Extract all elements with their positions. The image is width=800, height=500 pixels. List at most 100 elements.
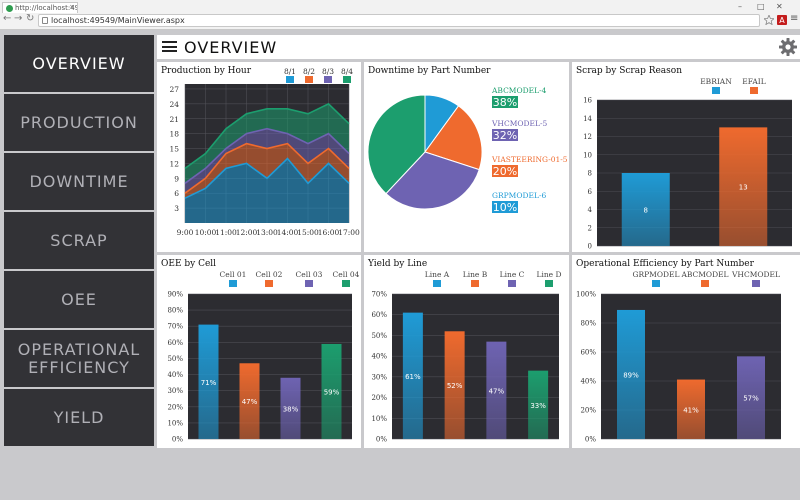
scrap-by-reason-panel: Scrap by Scrap Reason 0 2 4 6 8 10 12 14 16 8 EBRI… [572, 62, 800, 252]
legend-label: EFAIL [742, 77, 765, 86]
maximize-button[interactable]: □ [757, 2, 765, 11]
y-tick-label: 30% [167, 387, 183, 395]
sidebar: OVERVIEW PRODUCTION DOWNTIME SCRAP OEE O… [4, 35, 154, 448]
bar [402, 312, 423, 439]
legend-label: Line C [500, 270, 525, 279]
browser-tab[interactable]: http://localhost:49549/M... × [2, 2, 78, 13]
legend-swatch [492, 96, 518, 108]
sidebar-item-production[interactable]: PRODUCTION [4, 94, 154, 151]
bar [444, 331, 465, 439]
yield-chart: 0% 10% 20% 30% 40% 50% 60% 70% 61% Line A 52% Line … [371, 270, 561, 444]
gear-icon[interactable] [779, 38, 797, 56]
y-tick-label: 24 [169, 100, 179, 109]
hamburger-menu-icon[interactable] [162, 41, 177, 52]
bar-value-label: 33% [530, 402, 546, 410]
y-tick-label: 6 [174, 189, 179, 198]
legend-swatch [229, 280, 237, 287]
bar-value-label: 52% [447, 382, 463, 390]
tab-title: http://localhost:49549/M... [15, 4, 77, 12]
legend-label: ABCMODEL-4 [491, 86, 547, 95]
panel-title: OEE by Cell [161, 259, 217, 269]
legend-label: 8/2 [303, 67, 315, 76]
y-tick-label: 70% [167, 323, 183, 331]
y-tick-label: 8 [588, 170, 592, 178]
bar [719, 127, 768, 246]
address-bar[interactable]: localhost:49549/MainViewer.aspx [38, 14, 760, 27]
bar-value-label: 89% [623, 371, 639, 379]
x-tick-label: 9:00 [177, 228, 194, 237]
tab-close-icon[interactable]: × [69, 3, 75, 11]
y-tick-label: 16 [583, 97, 592, 105]
bar [239, 363, 260, 439]
y-tick-label: 0% [376, 436, 387, 444]
sidebar-item-overview[interactable]: OVERVIEW [4, 35, 154, 92]
slice-value-label: 10% [493, 201, 517, 214]
forward-button[interactable]: → [14, 13, 23, 24]
y-tick-label: 0 [588, 243, 592, 251]
y-tick-label: 60% [371, 311, 387, 319]
y-tick-label: 4 [588, 206, 593, 214]
pdf-extension-icon[interactable]: A [777, 15, 787, 25]
oee-by-cell-panel: OEE by Cell 0% 10% 20% 30% 40% 50% 60% 70% 80% 90… [157, 255, 361, 448]
bar-value-label: 59% [324, 388, 340, 396]
series-line [184, 102, 350, 170]
sidebar-item-label: SCRAP [50, 230, 108, 250]
bar [280, 377, 301, 439]
sidebar-item-label: YIELD [53, 407, 105, 427]
sidebar-item-downtime[interactable]: DOWNTIME [4, 153, 154, 210]
url-text: localhost:49549/MainViewer.aspx [51, 16, 185, 25]
sidebar-item-label: OEE [61, 289, 97, 309]
y-tick-label: 10 [583, 151, 592, 159]
reload-button[interactable]: ↻ [26, 13, 35, 24]
y-tick-label: 2 [588, 224, 592, 232]
sidebar-item-scrap[interactable]: SCRAP [4, 212, 154, 269]
legend-label: Cell 01 [220, 270, 247, 279]
minimize-button[interactable]: – [738, 2, 742, 11]
site-favicon-icon [6, 5, 13, 12]
y-tick-label: 30% [371, 373, 387, 381]
y-tick-label: 15 [169, 145, 179, 154]
legend-swatch [433, 280, 441, 287]
series-line [184, 157, 350, 199]
x-tick-label: 15:00 [297, 228, 319, 237]
area-series [185, 103, 349, 184]
y-tick-label: 0% [585, 436, 596, 444]
x-tick-label: 16:00 [318, 228, 340, 237]
yield-by-line-panel: Yield by Line 0% 10% 20% 30% 40% 50% 60% 70% 61%… [364, 255, 569, 448]
y-tick-label: 50% [167, 355, 183, 363]
x-tick-label: 11:00 [215, 228, 237, 237]
y-tick-label: 40% [580, 378, 596, 386]
browser-toolbar: http://localhost:49549/M... × – □ ✕ ← → … [0, 0, 800, 30]
sidebar-item-operational-efficiency[interactable]: OPERATIONAL EFFICIENCY [4, 330, 154, 387]
back-button[interactable]: ← [3, 13, 12, 24]
x-tick-label: 12:00 [236, 228, 258, 237]
y-tick-label: 70% [371, 291, 387, 299]
sidebar-item-label: PRODUCTION [20, 112, 138, 132]
sidebar-item-yield[interactable]: YIELD [4, 389, 154, 446]
pie-slice [424, 105, 483, 171]
legend-swatch [265, 280, 273, 287]
bar-value-label: 47% [489, 387, 505, 395]
legend-label: EBRIAN [700, 77, 732, 86]
operational-efficiency-chart: 0% 20% 40% 60% 80% 100% 89% GRPMODEL 41% ABCMODEL… [576, 270, 781, 444]
y-tick-label: 14 [583, 115, 592, 123]
y-tick-label: 40% [371, 353, 387, 361]
slice-value-label: 32% [493, 129, 517, 142]
x-tick-label: 17:00 [338, 228, 360, 237]
bar [677, 379, 705, 439]
page-header: OVERVIEW [157, 35, 800, 59]
pie-slice [385, 151, 480, 210]
production-chart: 9:00 10:0011:0012:0013:0014:0015:0016:001… [169, 67, 360, 237]
bar [486, 341, 507, 439]
y-tick-label: 10% [167, 419, 183, 427]
y-tick-label: 9 [174, 174, 179, 183]
bookmark-star-icon[interactable] [764, 15, 774, 25]
panel-title: Yield by Line [368, 259, 428, 269]
sidebar-item-label: OVERVIEW [32, 53, 126, 73]
close-window-button[interactable]: ✕ [776, 2, 783, 11]
browser-menu-icon[interactable]: ≡ [790, 13, 799, 24]
sidebar-item-oee[interactable]: OEE [4, 271, 154, 328]
y-tick-label: 20% [167, 403, 183, 411]
panel-title: Production by Hour [161, 66, 252, 76]
bar [198, 324, 219, 439]
